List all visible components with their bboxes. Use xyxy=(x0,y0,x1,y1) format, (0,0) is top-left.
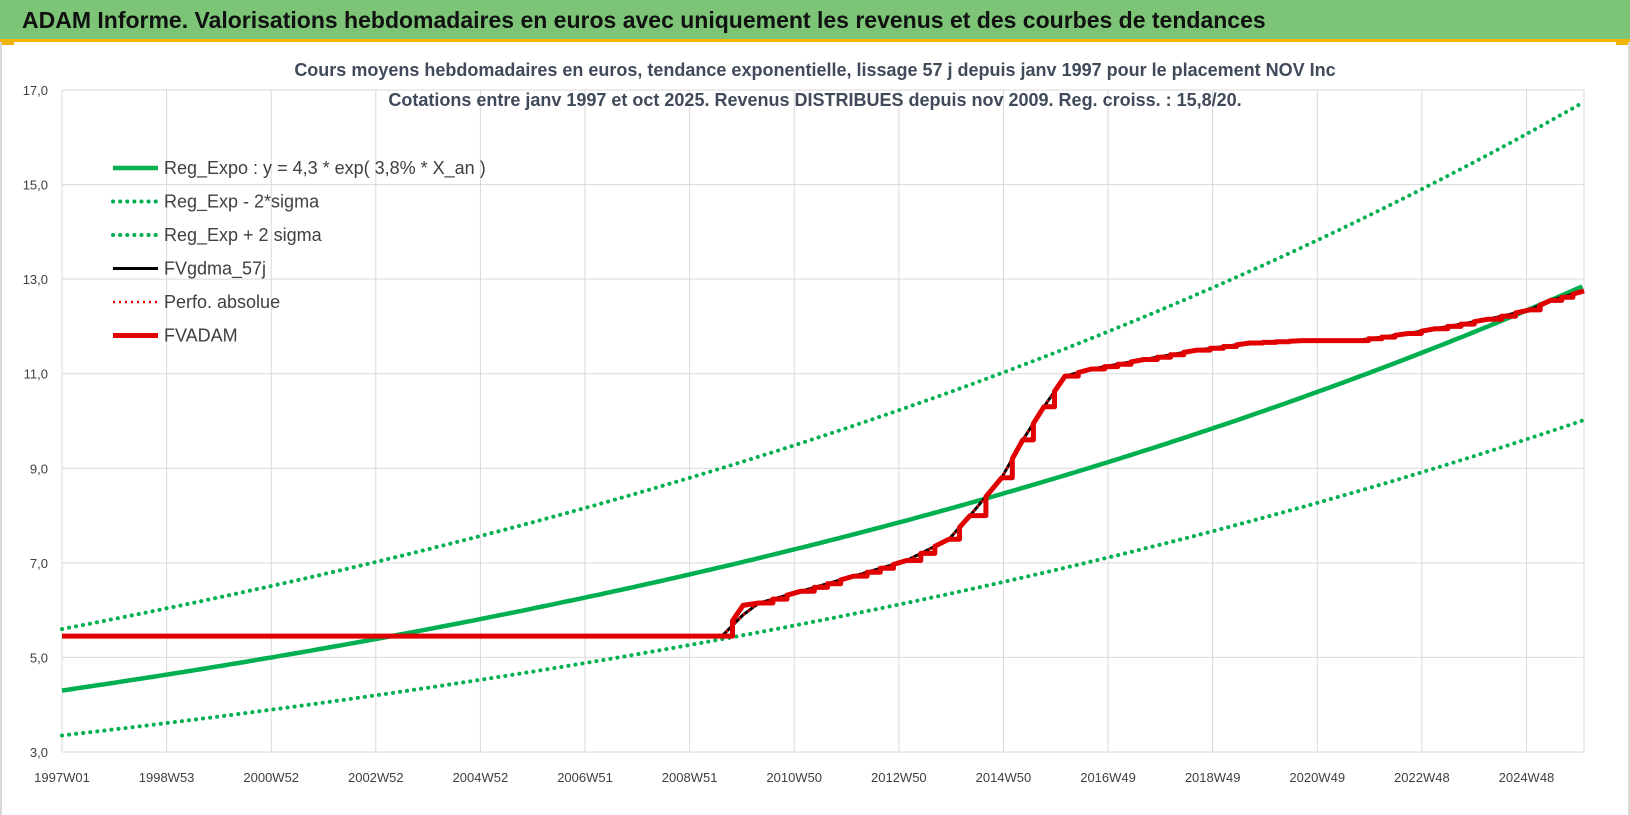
legend: Reg_Expo : y = 4,3 * exp( 3,8% * X_an ) R… xyxy=(111,158,486,346)
trend-chart: 3,0 5,0 7,0 9,0 11,0 13,0 15,0 17,0 1997W01 1998W… xyxy=(23,60,1585,785)
legend-label: FVgdma_57j xyxy=(164,259,266,280)
chart-frame xyxy=(0,42,1630,815)
y-tick-label: 11,0 xyxy=(24,367,48,382)
x-tick-label: 2002W52 xyxy=(348,770,404,785)
y-tick-label: 17,0 xyxy=(23,83,48,98)
x-tick-label: 1997W01 xyxy=(34,770,90,785)
header-banner: ADAM Informe. Valorisations hebdomadaire… xyxy=(0,0,1630,42)
x-tick-label: 2022W48 xyxy=(1394,770,1450,785)
corner-mark-right xyxy=(1616,39,1630,45)
x-tick-label: 2016W49 xyxy=(1080,770,1136,785)
legend-label: FVADAM xyxy=(164,326,238,346)
legend-label: Reg_Exp - 2*sigma xyxy=(164,192,320,213)
x-tick-label: 2018W49 xyxy=(1185,770,1241,785)
x-tick-label: 2012W50 xyxy=(871,770,927,785)
x-tick-label: 1998W53 xyxy=(139,770,195,785)
y-tick-label: 15,0 xyxy=(23,178,48,193)
legend-label: Reg_Exp + 2 sigma xyxy=(164,225,323,246)
series-line-0 xyxy=(61,284,1584,693)
y-tick-label: 7,0 xyxy=(30,556,48,571)
x-tick-label: 2010W50 xyxy=(766,770,822,785)
y-tick-label: 3,0 xyxy=(30,745,48,760)
series-line-1 xyxy=(60,418,1585,738)
page-title: ADAM Informe. Valorisations hebdomadaire… xyxy=(22,7,1266,33)
y-tick-label: 5,0 xyxy=(30,650,48,665)
corner-mark-left xyxy=(0,39,14,45)
chart-title-line: Cotations entre janv 1997 et oct 2025. R… xyxy=(388,90,1241,110)
y-tick-label: 13,0 xyxy=(23,272,48,287)
grid-lines xyxy=(61,89,1585,753)
axis-ticks: 3,0 5,0 7,0 9,0 11,0 13,0 15,0 17,0 1997W01 1998W… xyxy=(23,83,1555,785)
series-line-5 xyxy=(62,288,1585,639)
legend-label: Reg_Expo : y = 4,3 * exp( 3,8% * X_an ) xyxy=(164,158,486,179)
series-line-2 xyxy=(60,100,1585,632)
x-tick-label: 2020W49 xyxy=(1289,770,1345,785)
x-tick-label: 2006W51 xyxy=(557,770,613,785)
x-tick-label: 2004W52 xyxy=(453,770,509,785)
chart-title: Cours moyens hebdomadaires en euros, ten… xyxy=(294,60,1335,110)
series-lines xyxy=(60,100,1585,738)
x-tick-label: 2008W51 xyxy=(662,770,718,785)
legend-label: Perfo. absolue xyxy=(164,292,280,312)
y-tick-label: 9,0 xyxy=(30,461,48,476)
x-tick-label: 2000W52 xyxy=(243,770,299,785)
chart-title-line: Cours moyens hebdomadaires en euros, ten… xyxy=(294,60,1335,80)
x-tick-label: 2024W48 xyxy=(1499,770,1555,785)
x-tick-label: 2014W50 xyxy=(976,770,1032,785)
